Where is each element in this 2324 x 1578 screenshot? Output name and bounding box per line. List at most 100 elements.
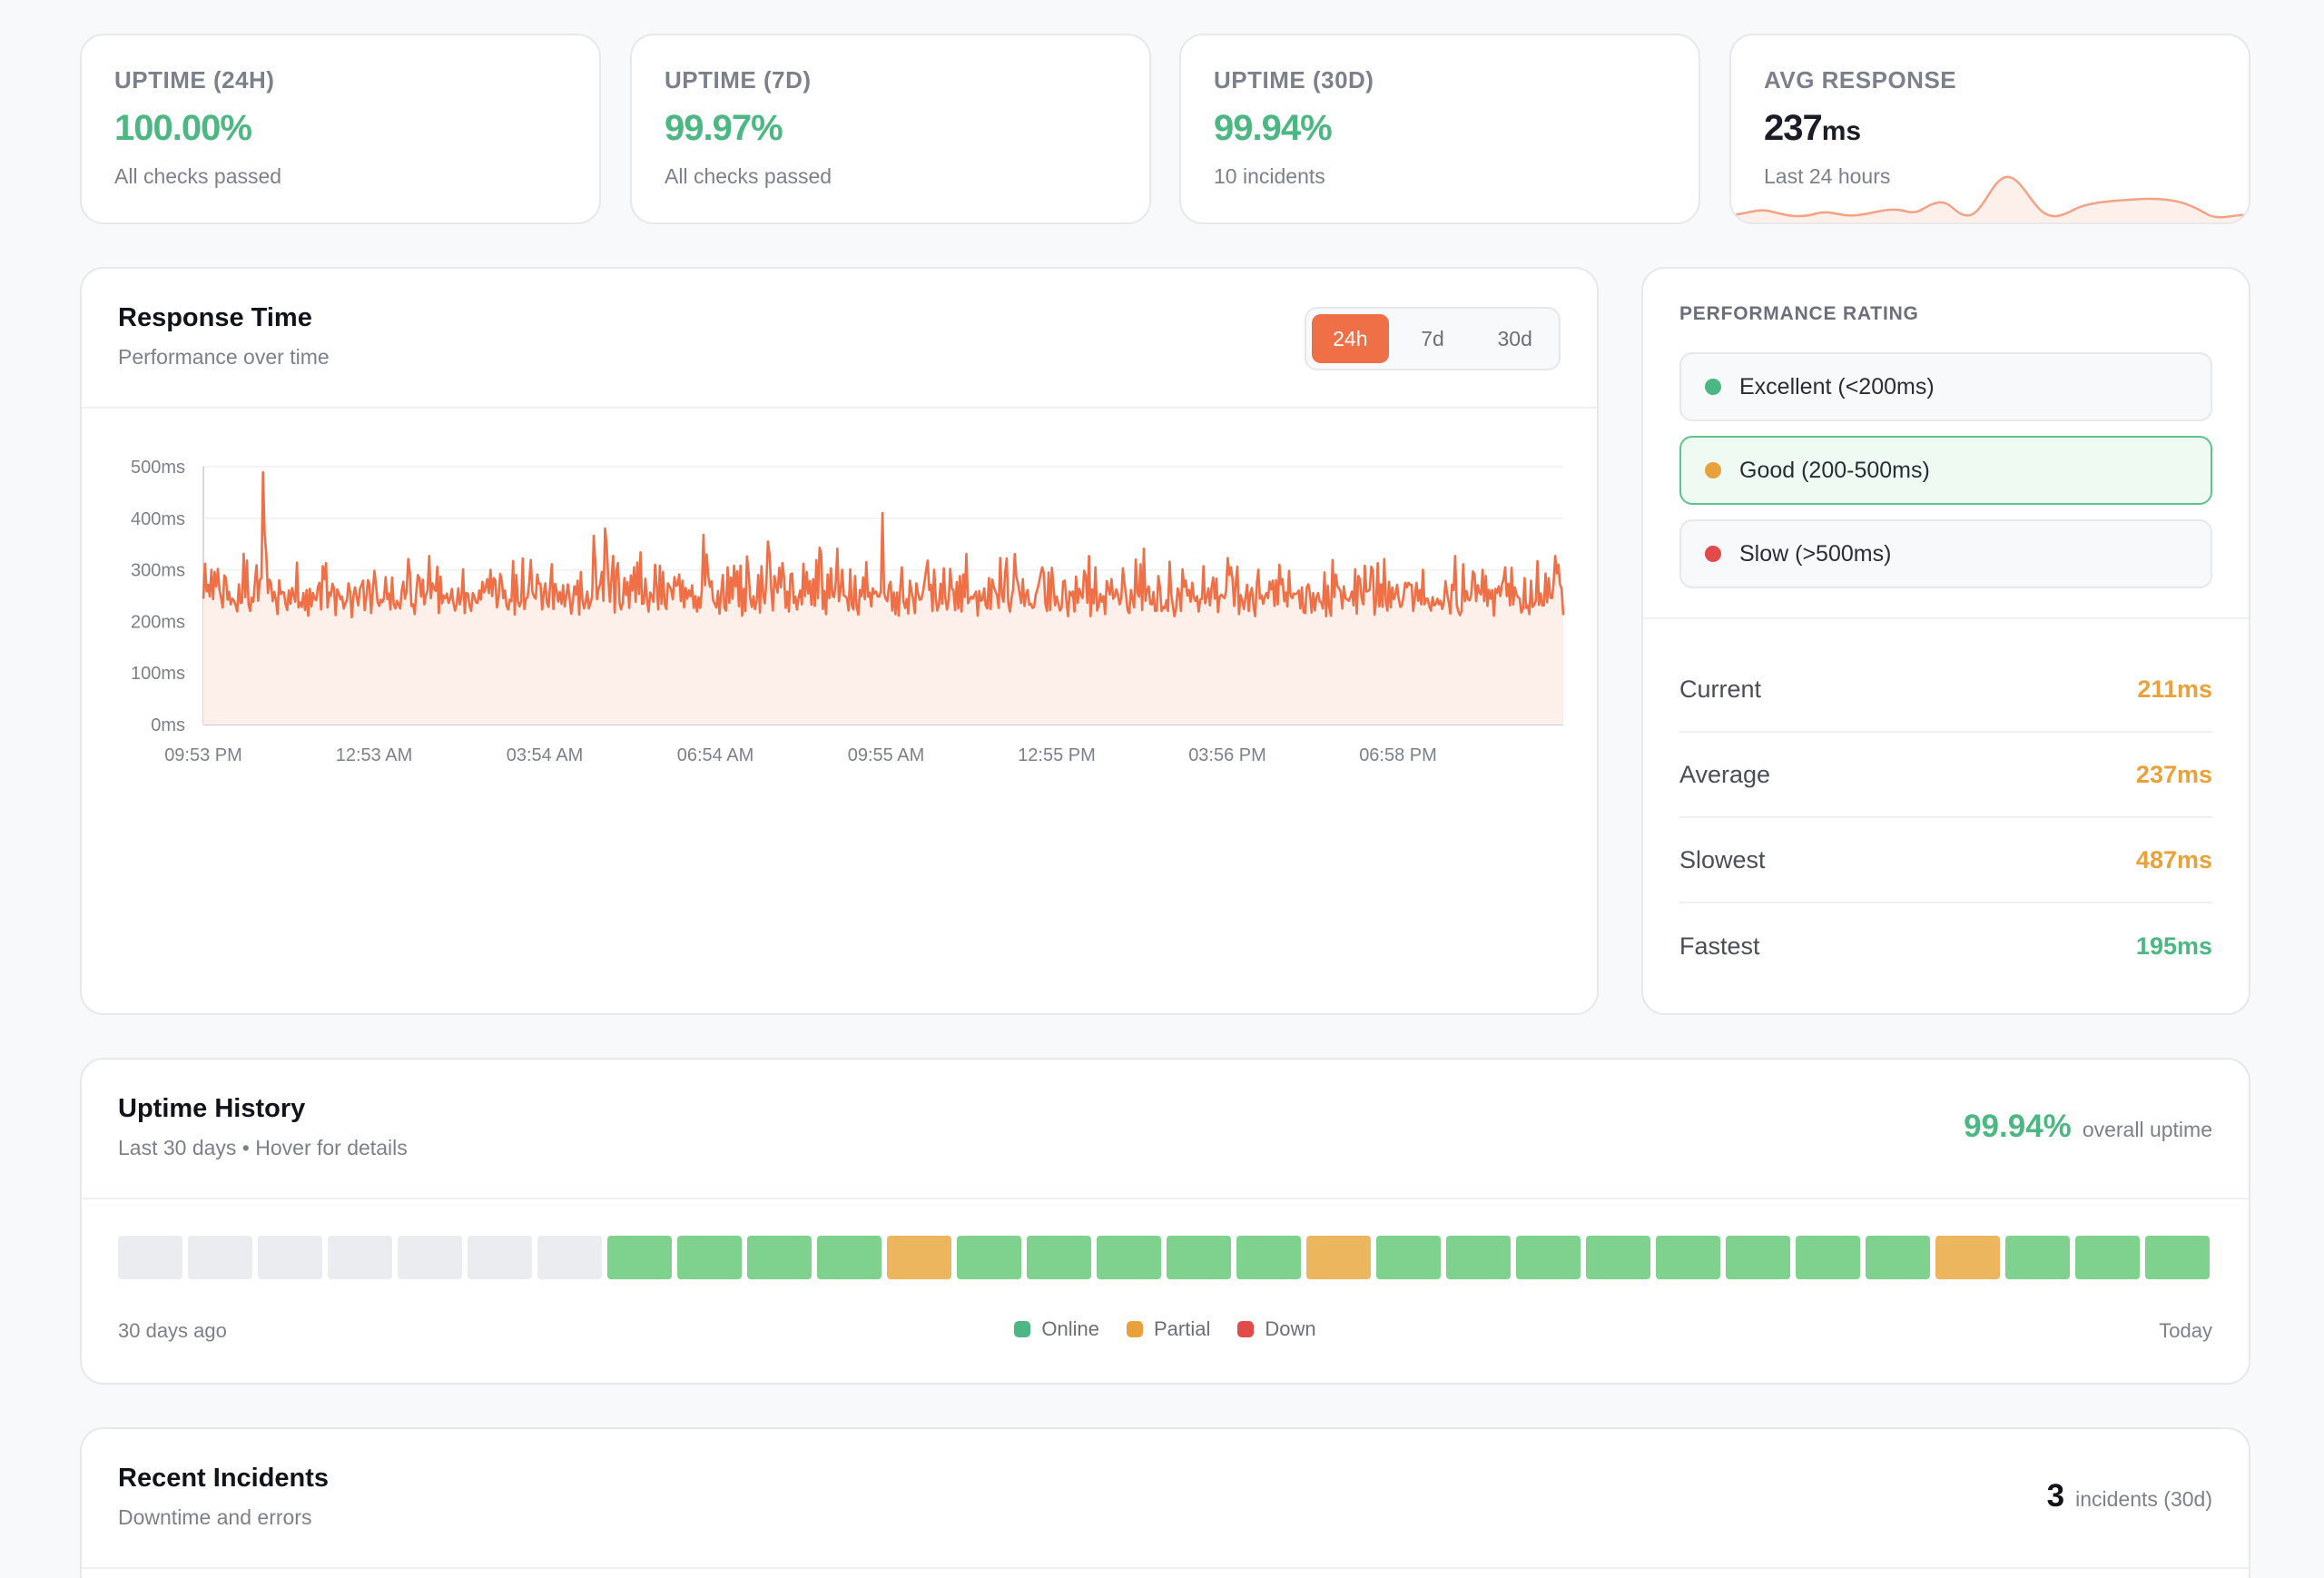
uptime-day-bar[interactable] [1865, 1236, 1930, 1279]
y-tick-label: 400ms [131, 509, 185, 529]
uptime-day-bar[interactable] [676, 1236, 743, 1279]
uptime-day-bar[interactable] [118, 1236, 183, 1279]
metric-slowest: Slowest 487ms [1679, 818, 2212, 903]
status-dot [1705, 379, 1721, 395]
divider [82, 1567, 2249, 1569]
y-tick-label: 100ms [131, 664, 185, 684]
stat-subtext: All checks passed [114, 164, 282, 188]
card-title: Uptime History [118, 1094, 306, 1123]
stat-value: 237ms [1764, 108, 1862, 148]
uptime-day-bar[interactable] [2074, 1236, 2140, 1279]
range-30d-button[interactable]: 30d [1497, 326, 1532, 350]
divider [82, 1198, 2249, 1199]
uptime-day-bar[interactable] [2144, 1236, 2210, 1279]
x-tick-label: 06:54 AM [677, 745, 754, 765]
rating-good[interactable]: Good (200-500ms) [1679, 436, 2212, 505]
uptime-day-bar[interactable] [1935, 1236, 2000, 1279]
uptime-day-bar[interactable] [1026, 1236, 1092, 1279]
overall-uptime-value: 99.94% [1964, 1109, 2072, 1144]
rating-heading: PERFORMANCE RATING [1679, 303, 1919, 324]
uptime-day-bar[interactable] [467, 1236, 533, 1279]
uptime-day-bar[interactable] [1236, 1236, 1302, 1279]
y-tick-label: 0ms [151, 715, 185, 735]
uptime-day-bar[interactable] [1375, 1236, 1442, 1279]
range-selector: 24h 7d 30d [1305, 307, 1561, 370]
rating-excellent[interactable]: Excellent (<200ms) [1679, 352, 2212, 421]
stat-label: UPTIME (7D) [665, 66, 812, 94]
metric-fastest: Fastest 195ms [1679, 932, 2212, 960]
stat-card-uptime-30d: UPTIME (30D) 99.94% 10 incidents [1179, 34, 1700, 224]
status-dot [1705, 546, 1721, 562]
stat-value: 99.97% [665, 108, 783, 148]
x-tick-label: 12:53 AM [336, 745, 413, 765]
card-title: Recent Incidents [118, 1464, 330, 1493]
incident-count: 3 incidents (30d) [2047, 1478, 2212, 1514]
uptime-day-bar[interactable] [537, 1236, 603, 1279]
legend-down: Down [1237, 1317, 1316, 1341]
x-tick-label: 12:55 PM [1018, 745, 1096, 765]
stat-card-uptime-24h: UPTIME (24H) 100.00% All checks passed [80, 34, 601, 224]
stat-value: 99.94% [1214, 108, 1333, 148]
response-time-chart: 0ms 100ms 200ms 300ms 400ms 500ms 09:53 PM 12:5… [131, 458, 1565, 765]
status-dot [1705, 462, 1721, 478]
x-tick-label: 09:53 PM [164, 745, 242, 765]
uptime-day-bar[interactable] [816, 1236, 882, 1279]
uptime-day-bar[interactable] [1166, 1236, 1232, 1279]
stat-label: AVG RESPONSE [1764, 66, 1957, 94]
range-end-label: Today [2159, 1319, 2212, 1342]
uptime-day-bar[interactable] [2004, 1236, 2070, 1279]
stat-value: 100.00% [114, 108, 252, 148]
sparkline-line [1731, 175, 2249, 219]
metric-current: Current 211ms [1679, 647, 2212, 733]
x-tick-label: 03:56 PM [1188, 745, 1266, 765]
card-subtitle: Performance over time [118, 345, 330, 369]
uptime-day-bar[interactable] [886, 1236, 952, 1279]
metric-average: Average 237ms [1679, 733, 2212, 818]
response-sparkline [1731, 175, 2249, 222]
legend-online: Online [1014, 1317, 1099, 1341]
x-tick-label: 06:58 PM [1359, 745, 1437, 765]
uptime-day-bar[interactable] [327, 1236, 393, 1279]
uptime-day-bar[interactable] [187, 1236, 253, 1279]
overall-uptime: 99.94% overall uptime [1964, 1109, 2212, 1145]
uptime-day-bar[interactable] [1725, 1236, 1790, 1279]
stat-card-avg-response: AVG RESPONSE 237ms Last 24 hours [1729, 34, 2250, 224]
uptime-day-bar[interactable] [397, 1236, 463, 1279]
rating-slow[interactable]: Slow (>500ms) [1679, 519, 2212, 588]
uptime-day-bar[interactable] [1515, 1236, 1581, 1279]
card-subtitle: Last 30 days • Hover for details [118, 1136, 408, 1159]
uptime-history-card: Uptime History Last 30 days • Hover for … [80, 1058, 2250, 1385]
incident-count-value: 3 [2046, 1478, 2065, 1514]
uptime-day-bar[interactable] [1795, 1236, 1860, 1279]
divider [1643, 617, 2249, 619]
range-7d-button[interactable]: 7d [1421, 326, 1444, 350]
y-tick-label: 300ms [131, 561, 185, 581]
stat-label: UPTIME (30D) [1214, 66, 1374, 94]
stat-subtext: 10 incidents [1214, 164, 1325, 188]
uptime-day-bar[interactable] [257, 1236, 323, 1279]
sparkline-area [1731, 176, 2249, 222]
y-tick-label: 200ms [131, 612, 185, 632]
uptime-day-bar[interactable] [1096, 1236, 1162, 1279]
stat-label: UPTIME (24H) [114, 66, 275, 94]
x-tick-label: 03:54 AM [507, 745, 584, 765]
y-tick-label: 500ms [131, 458, 185, 478]
uptime-day-bar[interactable] [956, 1236, 1022, 1279]
range-start-label: 30 days ago [118, 1319, 227, 1342]
uptime-day-bar[interactable] [746, 1236, 812, 1279]
uptime-day-bar[interactable] [1655, 1236, 1720, 1279]
stat-subtext: Last 24 hours [1764, 164, 1891, 188]
response-area [203, 472, 1563, 725]
stat-card-uptime-7d: UPTIME (7D) 99.97% All checks passed [630, 34, 1151, 224]
uptime-day-bar[interactable] [606, 1236, 673, 1279]
rating-label: Good (200-500ms) [1739, 457, 1930, 483]
response-line [202, 470, 1565, 619]
uptime-day-bar[interactable] [1305, 1236, 1372, 1279]
rating-label: Excellent (<200ms) [1739, 373, 1935, 399]
rating-label: Slow (>500ms) [1739, 540, 1892, 567]
uptime-day-bar[interactable] [1585, 1236, 1650, 1279]
range-24h-button[interactable]: 24h [1312, 314, 1389, 363]
uptime-legend: Online Partial Down [82, 1317, 2249, 1341]
x-tick-label: 09:55 AM [848, 745, 925, 765]
uptime-day-bar[interactable] [1445, 1236, 1511, 1279]
